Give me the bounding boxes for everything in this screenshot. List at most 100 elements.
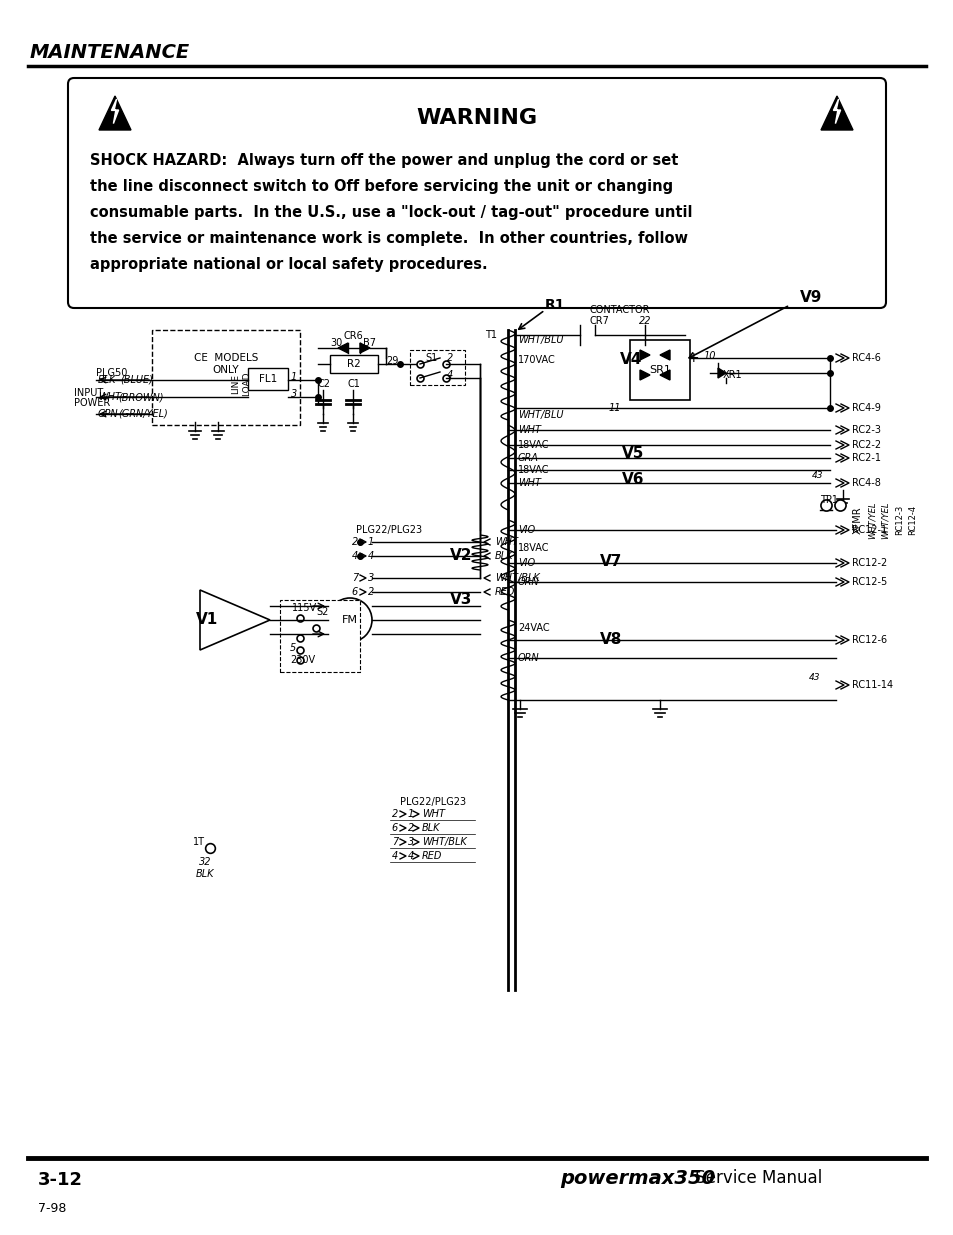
Text: 230V: 230V	[290, 655, 314, 664]
Text: consumable parts.  In the U.S., use a "lock-out / tag-out" procedure until: consumable parts. In the U.S., use a "lo…	[90, 205, 692, 220]
Text: C2: C2	[317, 379, 331, 389]
Text: 1: 1	[408, 809, 414, 819]
Text: WHT/YEL: WHT/YEL	[866, 501, 876, 538]
Text: RC12-5: RC12-5	[851, 577, 886, 587]
Text: S1: S1	[424, 353, 436, 363]
Text: CONTACTOR: CONTACTOR	[589, 305, 650, 315]
Bar	[410, 350, 464, 385]
Text: TP1: TP1	[820, 495, 837, 505]
Text: 3-12: 3-12	[38, 1171, 83, 1189]
Text: ORN: ORN	[517, 653, 539, 663]
Text: 22: 22	[639, 316, 651, 326]
Text: BLK: BLK	[98, 375, 116, 385]
Text: BLK: BLK	[421, 823, 440, 832]
Text: SR1: SR1	[648, 366, 670, 375]
Text: T1: T1	[484, 330, 497, 340]
Text: V1: V1	[195, 613, 218, 627]
Text: 1T: 1T	[193, 837, 205, 847]
Text: appropriate national or local safety procedures.: appropriate national or local safety pro…	[90, 257, 487, 272]
Text: 5: 5	[290, 643, 296, 653]
Text: V3: V3	[450, 593, 472, 608]
Text: LOAD: LOAD	[242, 372, 252, 396]
Text: RC12-4: RC12-4	[907, 505, 917, 535]
Text: 4: 4	[408, 851, 414, 861]
Text: SHOCK HAZARD:  Always turn off the power and unplug the cord or set: SHOCK HAZARD: Always turn off the power …	[90, 153, 678, 168]
Text: WHT/BLK: WHT/BLK	[421, 837, 466, 847]
Polygon shape	[659, 370, 669, 380]
Text: 7: 7	[392, 837, 397, 847]
Text: WHT/BLU: WHT/BLU	[517, 410, 563, 420]
Text: FL1: FL1	[258, 374, 276, 384]
Text: GPN: GPN	[98, 409, 118, 419]
Text: the line disconnect switch to Off before servicing the unit or changing: the line disconnect switch to Off before…	[90, 179, 673, 194]
Text: 6: 6	[352, 587, 357, 597]
Text: PLG22/PLG23: PLG22/PLG23	[355, 525, 421, 535]
Polygon shape	[821, 96, 852, 130]
Text: GRA: GRA	[517, 453, 538, 463]
Text: WARNING: WARNING	[416, 107, 537, 128]
Text: 4: 4	[368, 551, 374, 561]
Text: RC12-1: RC12-1	[851, 525, 886, 535]
Text: 7: 7	[352, 573, 357, 583]
Text: FM: FM	[341, 615, 357, 625]
Text: CE  MODELS: CE MODELS	[193, 353, 258, 363]
Text: RC12-3: RC12-3	[895, 505, 903, 535]
Text: RC4-6: RC4-6	[851, 353, 880, 363]
Text: 11: 11	[608, 403, 620, 412]
Text: V4: V4	[619, 352, 641, 368]
Text: 4: 4	[352, 551, 357, 561]
Text: powermax350: powermax350	[559, 1168, 715, 1188]
Text: WHT: WHT	[495, 537, 517, 547]
Text: WHT/BLK: WHT/BLK	[495, 573, 539, 583]
Text: MAINTENANCE: MAINTENANCE	[30, 42, 190, 62]
Text: V2: V2	[450, 547, 472, 562]
Text: +: +	[686, 351, 699, 366]
Text: 18VAC: 18VAC	[517, 543, 549, 553]
Text: 43: 43	[811, 471, 822, 479]
Text: RC2-1: RC2-1	[851, 453, 880, 463]
Polygon shape	[833, 99, 840, 124]
Text: PLG50: PLG50	[96, 368, 128, 378]
Polygon shape	[359, 343, 370, 353]
Polygon shape	[639, 350, 649, 359]
Text: 3: 3	[291, 389, 296, 399]
Text: PLG22/PLG23: PLG22/PLG23	[399, 797, 466, 806]
Polygon shape	[337, 343, 348, 353]
Text: 18VAC: 18VAC	[517, 440, 549, 450]
Text: V9: V9	[800, 290, 821, 305]
Text: XFMR: XFMR	[852, 506, 862, 534]
Text: 2: 2	[352, 537, 357, 547]
Text: 6: 6	[392, 823, 397, 832]
Text: 170VAC: 170VAC	[517, 354, 556, 366]
Text: R2: R2	[347, 359, 360, 369]
Polygon shape	[639, 370, 649, 380]
Text: 7-98: 7-98	[38, 1202, 67, 1214]
Text: RED: RED	[495, 587, 515, 597]
Bar	[248, 368, 288, 390]
Text: WHT/BLU: WHT/BLU	[517, 335, 563, 345]
Text: CR6: CR6	[343, 331, 362, 341]
Text: WHT: WHT	[517, 425, 540, 435]
Bar	[152, 330, 299, 425]
Text: 1: 1	[368, 537, 374, 547]
Text: RC2-3: RC2-3	[851, 425, 880, 435]
Text: LINE: LINE	[232, 374, 240, 394]
FancyBboxPatch shape	[68, 78, 885, 308]
Text: 1: 1	[291, 372, 296, 382]
Bar	[280, 600, 359, 672]
Text: RC11-14: RC11-14	[851, 680, 892, 690]
Text: 2: 2	[446, 353, 453, 363]
Text: V6: V6	[621, 473, 644, 488]
Text: (GRN/YEL): (GRN/YEL)	[118, 409, 168, 419]
Text: S2: S2	[315, 606, 328, 618]
Text: RC12-6: RC12-6	[851, 635, 886, 645]
Text: (BLUE): (BLUE)	[120, 375, 152, 385]
Text: 10: 10	[703, 351, 716, 361]
Polygon shape	[659, 350, 669, 359]
Bar	[330, 354, 377, 373]
Text: WHT/YEL: WHT/YEL	[880, 501, 888, 538]
Text: WHT: WHT	[517, 478, 540, 488]
Text: 4: 4	[392, 851, 397, 861]
Bar	[629, 340, 689, 400]
Polygon shape	[718, 368, 725, 378]
